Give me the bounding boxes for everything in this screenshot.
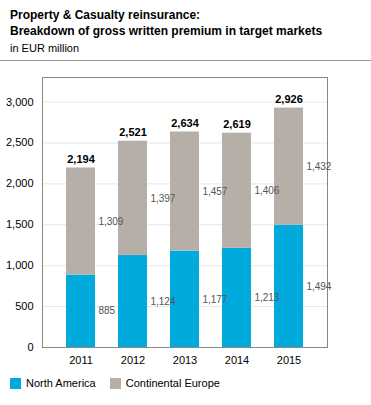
svg-text:2,521: 2,521	[119, 126, 147, 138]
svg-text:2015: 2015	[277, 354, 301, 366]
svg-text:2,500: 2,500	[6, 137, 34, 149]
svg-text:885: 885	[98, 306, 115, 317]
html-text:in EUR million: in EUR million	[10, 42, 80, 55]
svg-text:1,406: 1,406	[254, 185, 279, 196]
svg-text:1,500: 1,500	[6, 218, 34, 230]
svg-text:0: 0	[27, 341, 33, 353]
svg-text:1,457: 1,457	[202, 186, 227, 197]
svg-text:3,000: 3,000	[6, 96, 34, 108]
svg-text:1,309: 1,309	[98, 216, 123, 227]
svg-text:2,634: 2,634	[171, 117, 199, 129]
svg-text:1,213: 1,213	[254, 292, 279, 303]
svg-text:1,494: 1,494	[306, 281, 331, 292]
svg-text:500: 500	[15, 300, 33, 312]
svg-text:2,000: 2,000	[6, 178, 34, 190]
svg-text:2012: 2012	[121, 354, 145, 366]
svg-text:2,926: 2,926	[275, 93, 303, 105]
svg-text:2014: 2014	[225, 354, 249, 366]
svg-text:2,194: 2,194	[67, 153, 95, 165]
svg-text:1,000: 1,000	[6, 259, 34, 271]
html-text:Property & Casualty reinsuranc: Property & Casualty reinsurance: Breakdo…	[10, 8, 323, 38]
html-text:Continental Europe: Continental Europe	[125, 377, 220, 390]
svg-text:1,397: 1,397	[150, 193, 175, 204]
svg-text:2011: 2011	[69, 354, 93, 366]
svg-text:1,432: 1,432	[306, 161, 331, 172]
svg-text:2,619: 2,619	[223, 118, 251, 130]
svg-text:1,177: 1,177	[202, 294, 227, 305]
svg-text:2013: 2013	[173, 354, 197, 366]
svg-text:1,124: 1,124	[150, 296, 175, 307]
html-text:North America: North America	[26, 377, 96, 390]
